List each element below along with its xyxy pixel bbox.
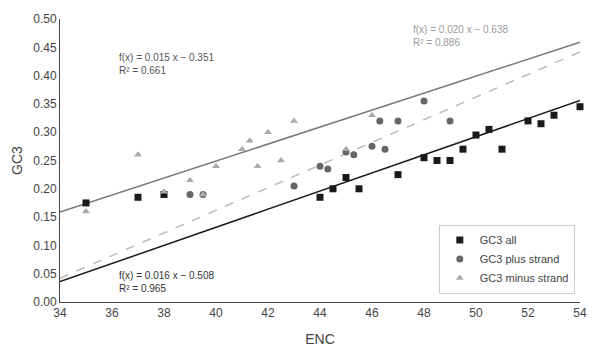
svg-text:40: 40: [209, 306, 223, 320]
svg-text:54: 54: [573, 306, 587, 320]
svg-text:0.25: 0.25: [33, 154, 57, 168]
svg-text:GC3 minus strand: GC3 minus strand: [480, 272, 569, 284]
svg-text:0.35: 0.35: [33, 97, 57, 111]
svg-text:f(x) = 0.015 x − 0.351R² = 0.6: f(x) = 0.015 x − 0.351R² = 0.661: [119, 52, 214, 76]
svg-text:0.20: 0.20: [33, 182, 57, 196]
svg-text:0.40: 0.40: [33, 69, 57, 83]
svg-text:0.05: 0.05: [33, 267, 57, 281]
svg-text:GC3: GC3: [9, 146, 25, 175]
svg-text:0.10: 0.10: [33, 239, 57, 253]
svg-text:38: 38: [157, 306, 171, 320]
svg-text:GC3 plus strand: GC3 plus strand: [480, 253, 559, 265]
svg-text:48: 48: [417, 306, 431, 320]
svg-text:0.30: 0.30: [33, 125, 57, 139]
svg-text:36: 36: [105, 306, 119, 320]
svg-text:42: 42: [261, 306, 275, 320]
svg-text:0.00: 0.00: [33, 295, 57, 309]
svg-text:ENC: ENC: [305, 331, 335, 347]
svg-text:46: 46: [365, 306, 379, 320]
svg-text:44: 44: [313, 306, 327, 320]
svg-text:50: 50: [469, 306, 483, 320]
svg-text:0.50: 0.50: [33, 12, 57, 26]
svg-text:f(x) = 0.016 x − 0.508R² = 0.9: f(x) = 0.016 x − 0.508R² = 0.965: [119, 270, 214, 294]
svg-text:34: 34: [53, 306, 67, 320]
svg-text:f(x) = 0.020 x − 0.638R² = 0.8: f(x) = 0.020 x − 0.638R² = 0.886: [413, 24, 508, 48]
svg-text:0.45: 0.45: [33, 41, 57, 55]
svg-text:GC3 all: GC3 all: [480, 234, 517, 246]
svg-text:0.15: 0.15: [33, 210, 57, 224]
svg-text:52: 52: [521, 306, 535, 320]
